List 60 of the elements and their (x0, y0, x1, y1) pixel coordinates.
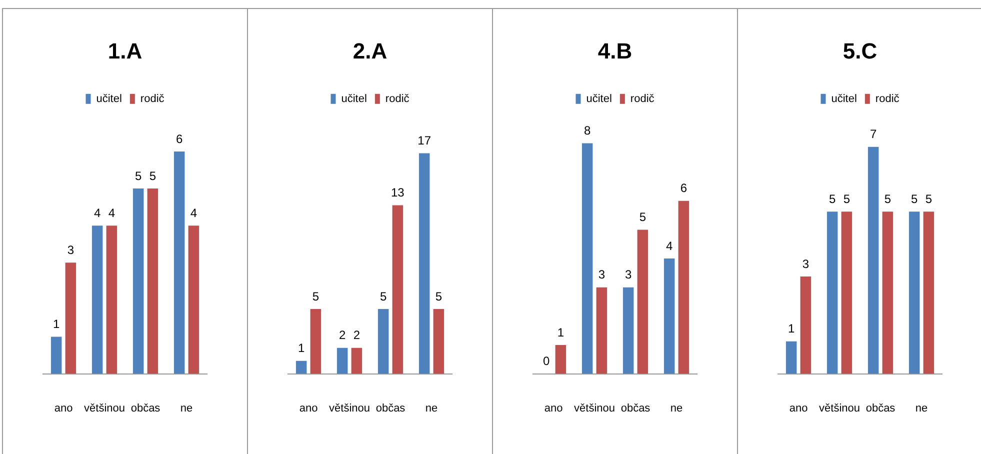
data-label: 13 (390, 186, 405, 200)
data-label: 1 (557, 325, 564, 340)
legend-label: rodič (875, 92, 900, 105)
x-tick-label: ne (180, 402, 193, 414)
data-label: 3 (598, 268, 606, 282)
data-label: 6 (680, 181, 688, 196)
x-tick-label: občas (620, 402, 651, 414)
x-tick-label: ano (544, 402, 563, 414)
data-label: 0 (542, 354, 550, 368)
chart-title: 4.B (598, 38, 632, 64)
data-label: 4 (108, 206, 116, 220)
data-label: 5 (134, 168, 142, 183)
x-tick-label: ano (299, 402, 318, 414)
legend-label: učitel (586, 92, 612, 105)
data-label: 5 (639, 210, 646, 224)
x-tick-label: ne (670, 402, 683, 414)
chart-title: 2.A (352, 38, 388, 64)
data-label: 5 (149, 168, 156, 183)
x-tick-label: většinou (819, 402, 860, 414)
data-label: 2 (353, 328, 360, 342)
data-label: 17 (418, 134, 432, 148)
chart-title: 5.C (842, 38, 878, 64)
data-label: 1 (52, 317, 60, 332)
data-label: 5 (828, 192, 836, 206)
data-label: 5 (380, 289, 387, 304)
legend-label: rodič (630, 92, 655, 105)
legend-label: rodič (140, 92, 165, 105)
data-label: 5 (925, 192, 932, 206)
x-tick-label: ano (789, 402, 808, 414)
chart-title: 1.A (108, 38, 142, 64)
x-tick-label: většinou (574, 402, 615, 414)
data-label: 8 (584, 124, 591, 138)
x-tick-label: ano (54, 402, 73, 414)
data-label: 5 (312, 289, 320, 304)
data-label: 4 (94, 206, 101, 220)
data-label: 5 (843, 192, 850, 206)
x-tick-label: většinou (84, 402, 125, 414)
data-label: 5 (910, 192, 918, 206)
data-label: 1 (298, 341, 305, 356)
data-label: 3 (802, 256, 810, 271)
data-label: 2 (338, 328, 346, 342)
legend-label: učitel (96, 92, 122, 105)
x-tick-label: občas (376, 402, 406, 414)
data-label: 6 (176, 132, 183, 146)
data-label: 1 (788, 322, 795, 336)
data-label: 3 (624, 268, 632, 282)
x-tick-label: občas (866, 402, 896, 414)
x-tick-label: ne (425, 402, 438, 414)
data-label: 4 (666, 238, 673, 253)
data-label: 5 (884, 192, 892, 206)
legend-label: učitel (341, 92, 367, 105)
legend-label: rodič (385, 92, 410, 105)
data-label: 5 (435, 289, 442, 304)
data-label: 3 (67, 242, 74, 257)
x-tick-label: ne (915, 402, 928, 414)
x-tick-label: většinou (329, 402, 370, 414)
x-tick-label: občas (130, 402, 161, 414)
data-label: 4 (190, 206, 198, 220)
data-label: 7 (870, 127, 877, 142)
legend-label: učitel (831, 92, 857, 105)
